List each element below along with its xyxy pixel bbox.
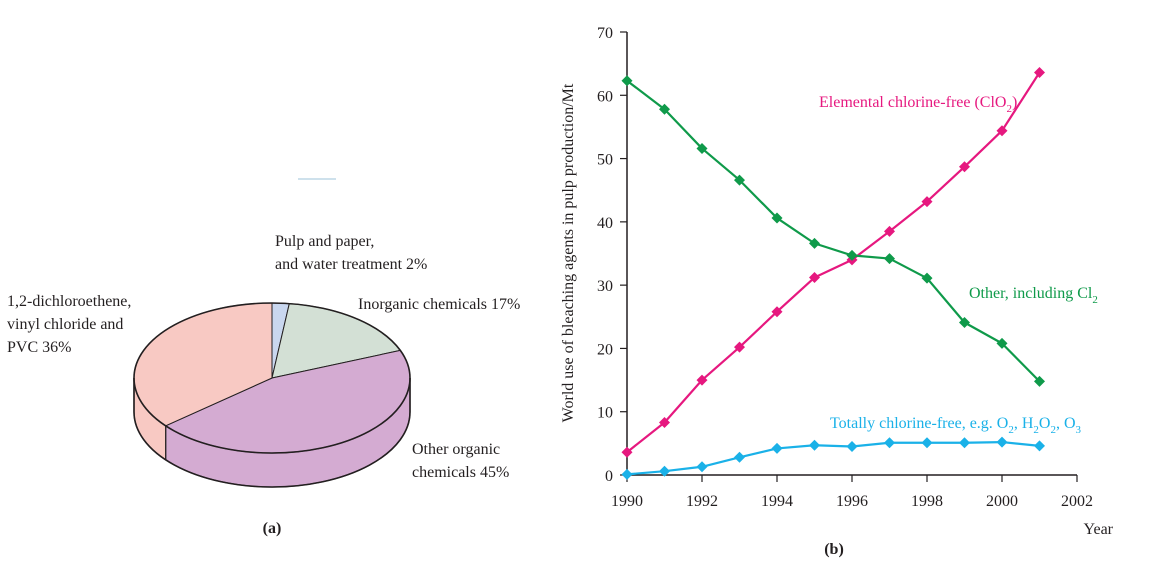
series-label-tcf: Totally chlorine-free, e.g. O2, H2O2, O3 <box>830 415 1082 436</box>
data-point-ecf <box>771 306 783 318</box>
series-label-ecf: Elemental chlorine-free (ClO2) <box>819 94 1017 115</box>
x-tick-label: 1992 <box>686 493 718 510</box>
data-point-ecf <box>884 225 895 237</box>
data-point-ecf <box>996 125 1008 137</box>
data-point-tcf <box>996 436 1008 448</box>
data-point-tcf <box>734 451 745 463</box>
x-tick-label: 1994 <box>761 493 793 510</box>
data-point-other <box>884 253 895 265</box>
data-point-ecf <box>921 196 933 208</box>
data-point-other <box>846 249 858 261</box>
line-chart-series <box>621 67 1045 480</box>
y-tick-label: 60 <box>597 88 613 105</box>
data-point-ecf <box>621 446 633 458</box>
pie-base-rim <box>133 378 411 488</box>
pie-label-pulp-1: Pulp and paper, <box>275 233 374 250</box>
pie-labels: Pulp and paper, and water treatment 2% I… <box>7 233 520 481</box>
pie-label-pvc-3: PVC 36% <box>7 339 71 356</box>
pie-label-organic-2: chemicals 45% <box>412 464 509 481</box>
data-point-ecf <box>809 272 820 284</box>
line-chart-axes: 0 10 20 30 40 50 60 70 1990 1992 1994 1996 1998 2000 2… <box>597 25 1093 510</box>
data-point-other <box>959 316 970 328</box>
series-line-other <box>626 79 1041 383</box>
y-tick-label: 50 <box>597 152 613 169</box>
y-tick-label: 30 <box>597 278 613 295</box>
data-point-tcf <box>884 437 895 449</box>
data-point-tcf <box>696 461 708 473</box>
data-point-other <box>1034 375 1045 387</box>
data-point-ecf <box>959 161 970 173</box>
data-point-tcf <box>621 468 633 480</box>
y-tick-label: 0 <box>605 468 613 485</box>
series-line-ecf <box>626 71 1041 454</box>
pie-label-pulp-2: and water treatment 2% <box>275 256 427 273</box>
x-tick-label: 1990 <box>611 493 643 510</box>
y-tick-label: 10 <box>597 405 613 422</box>
x-axis-label: Year <box>1084 521 1114 538</box>
pie-label-pvc-1: 1,2-dichloroethene, <box>7 293 131 310</box>
x-tick-label: 1996 <box>836 493 868 510</box>
panel-label-a: (a) <box>263 520 282 537</box>
data-point-ecf <box>1034 67 1045 79</box>
pie-label-inorganic: Inorganic chemicals 17% <box>358 296 520 313</box>
data-point-ecf <box>659 416 670 428</box>
x-tick-label: 2002 <box>1061 493 1093 510</box>
data-point-other <box>696 142 708 154</box>
data-point-other <box>621 75 633 87</box>
data-point-other <box>809 237 820 249</box>
data-point-other <box>771 212 783 224</box>
y-tick-label: 70 <box>597 25 613 42</box>
x-tick-label: 2000 <box>986 493 1018 510</box>
pie-label-pvc-2: vinyl chloride and <box>7 316 123 333</box>
y-tick-label: 20 <box>597 341 613 358</box>
pie-chart <box>133 302 411 488</box>
y-tick-label: 40 <box>597 215 613 232</box>
data-point-other <box>659 103 670 115</box>
data-point-other <box>734 174 745 186</box>
data-point-tcf <box>771 442 783 454</box>
data-point-ecf <box>696 374 708 386</box>
data-point-tcf <box>1034 440 1045 452</box>
data-point-ecf <box>734 341 745 353</box>
data-point-tcf <box>809 439 820 451</box>
data-point-other <box>996 337 1008 349</box>
data-point-tcf <box>846 441 858 453</box>
series-line-tcf <box>626 440 1040 476</box>
series-label-other: Other, including Cl2 <box>969 285 1098 306</box>
y-axis-label: World use of bleaching agents in pulp pr… <box>560 83 577 422</box>
data-point-other <box>921 272 933 284</box>
data-point-tcf <box>959 437 970 449</box>
data-point-tcf <box>659 465 670 477</box>
pie-label-organic-1: Other organic <box>412 441 500 458</box>
x-tick-label: 1998 <box>911 493 943 510</box>
data-point-tcf <box>921 437 933 449</box>
panel-label-b: (b) <box>824 541 844 558</box>
